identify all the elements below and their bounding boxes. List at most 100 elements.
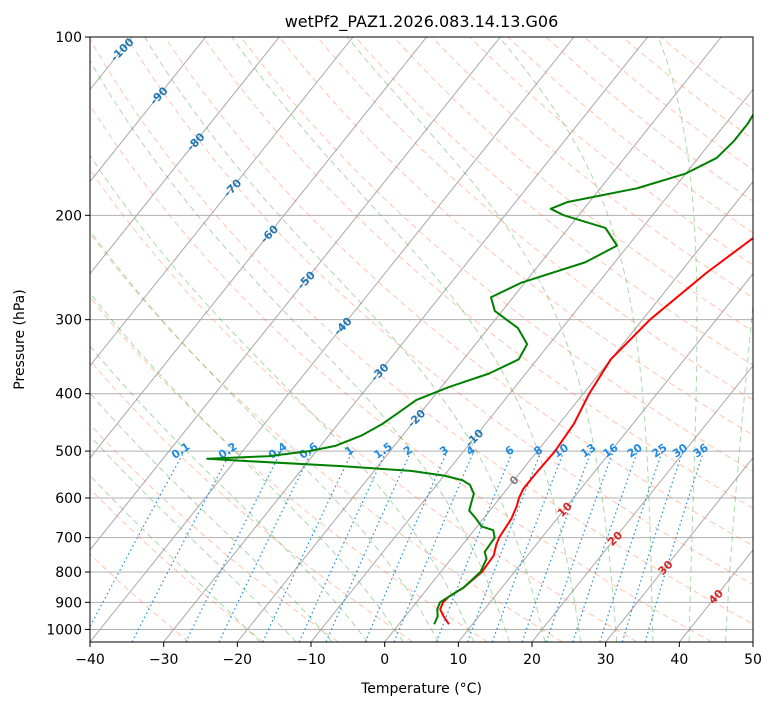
moist-adiabat [90, 229, 439, 642]
x-tick-label: −10 [296, 652, 326, 668]
mixing-ratio-line [644, 450, 705, 642]
mixing-ratio-line [572, 450, 639, 642]
y-axis-title: Pressure (hPa) [12, 289, 28, 389]
mixing-ratio-line [435, 450, 514, 642]
dry-adiabat [90, 104, 712, 642]
moist-adiabat [90, 345, 369, 642]
mixing-ratio-line [218, 450, 313, 642]
dry-adiabat [545, 37, 753, 202]
isotherm-line [163, 37, 649, 642]
isotherm-label: 10 [555, 499, 575, 519]
isotherm-line [90, 37, 428, 459]
isotherm-label: -90 [147, 84, 170, 107]
x-tick-label: 40 [670, 652, 688, 668]
x-tick-label: 20 [523, 652, 541, 668]
isotherm-label: 20 [605, 529, 625, 549]
mixing-ratio-label: 20 [625, 441, 645, 461]
dry-adiabat [90, 296, 488, 642]
moist-adiabat [498, 37, 654, 642]
x-tick-label: 10 [449, 652, 467, 668]
mixing-ratio-line [599, 450, 663, 642]
dry-adiabat [90, 553, 190, 642]
dry-adiabat [278, 37, 753, 436]
mixing-ratio-label: 36 [691, 441, 711, 461]
moist-adiabat [90, 435, 297, 642]
plot-frame [89, 36, 754, 643]
isotherm-line [605, 457, 753, 642]
mixing-ratio-line [325, 450, 412, 642]
y-tick-label: 700 [55, 531, 82, 547]
isotherm-label: -30 [368, 361, 391, 384]
x-axis-title: Temperature (°C) [360, 681, 482, 697]
isotherm-line [0, 37, 58, 642]
dry-adiabat [393, 37, 753, 332]
mixing-ratio-label: 13 [578, 441, 598, 460]
y-tick-label: 400 [55, 387, 82, 403]
mixing-ratio-label: 0.1 [169, 440, 192, 462]
y-tick-label: 1000 [46, 622, 82, 638]
mixing-ratio-line [393, 450, 475, 642]
moist-adiabat [90, 392, 333, 642]
y-tick-label: 300 [55, 313, 82, 329]
isotherm-line [310, 88, 753, 642]
moist-adiabat [90, 292, 404, 642]
x-tick-label: −20 [223, 652, 253, 668]
isotherm-line [752, 641, 753, 642]
moist-adiabat [90, 59, 510, 642]
isotherm-label: -40 [331, 315, 354, 338]
mixing-ratio-label: 30 [670, 441, 690, 461]
dry-adiabat [90, 38, 753, 625]
isotherm-line [678, 549, 753, 642]
y-tick-label: 900 [55, 595, 82, 611]
dewpoint-line [206, 113, 753, 625]
y-tick-label: 200 [55, 208, 82, 224]
moist-adiabat [144, 37, 546, 642]
isotherm-label: 30 [656, 558, 676, 578]
x-tick-label: −40 [75, 652, 105, 668]
dry-adiabat [90, 168, 638, 642]
moist-adiabat [657, 37, 698, 642]
chart-title: wetPf2_PAZ1.2026.083.14.13.G06 [285, 12, 559, 32]
isotherm-line [531, 364, 753, 642]
isotherm-label: -60 [258, 222, 281, 245]
x-tick-label: −30 [149, 652, 179, 668]
y-tick-label: 100 [55, 30, 82, 46]
isotherm-label: -80 [184, 130, 207, 153]
y-tick-label: 600 [55, 491, 82, 507]
x-tick-label: 0 [380, 652, 389, 668]
isotherm-line [90, 37, 280, 275]
mixing-ratio-label: 16 [600, 441, 620, 461]
isotherm-line [90, 37, 501, 551]
dry-adiabat [90, 423, 339, 642]
moist-adiabat [346, 37, 618, 642]
mixing-ratio-line [298, 450, 387, 642]
mixing-ratio-label: 25 [649, 441, 669, 460]
dry-adiabat [126, 37, 753, 586]
dry-adiabat [507, 37, 753, 234]
mixing-ratio-line [90, 450, 185, 628]
mixing-ratio-label: 1.5 [371, 440, 394, 462]
isotherm-line [90, 37, 575, 642]
dry-adiabat [240, 37, 753, 472]
isotherm-line [236, 37, 722, 642]
isotherm-line [384, 180, 753, 642]
mixing-ratio-line [364, 450, 448, 642]
y-tick-label: 800 [55, 565, 82, 581]
moist-adiabat [90, 154, 475, 642]
mixing-ratio-line [262, 450, 354, 642]
isotherm-line [457, 272, 753, 642]
isotherm-label: -20 [405, 407, 428, 430]
x-tick-label: 30 [597, 652, 615, 668]
plot-area: 0.1 0.2 0.4 0.6 1 1.5 2 3 4 6 8 10 13 16 20 25 30 36-100-… [0, 37, 753, 642]
mixing-ratio-line [621, 450, 684, 642]
isotherm-line [90, 37, 354, 367]
dry-adiabat [431, 37, 753, 299]
isotherm-label: -50 [295, 268, 318, 291]
moist-adiabat [231, 37, 582, 642]
dry-adiabat [584, 37, 753, 171]
isotherm-line [90, 37, 207, 183]
x-tick-label: 50 [744, 652, 762, 668]
axes: −40 −30 −20 −10 0 10 20 30 40 50 100 200 300 400 500 60… [12, 30, 762, 697]
dry-adiabat [317, 37, 753, 401]
